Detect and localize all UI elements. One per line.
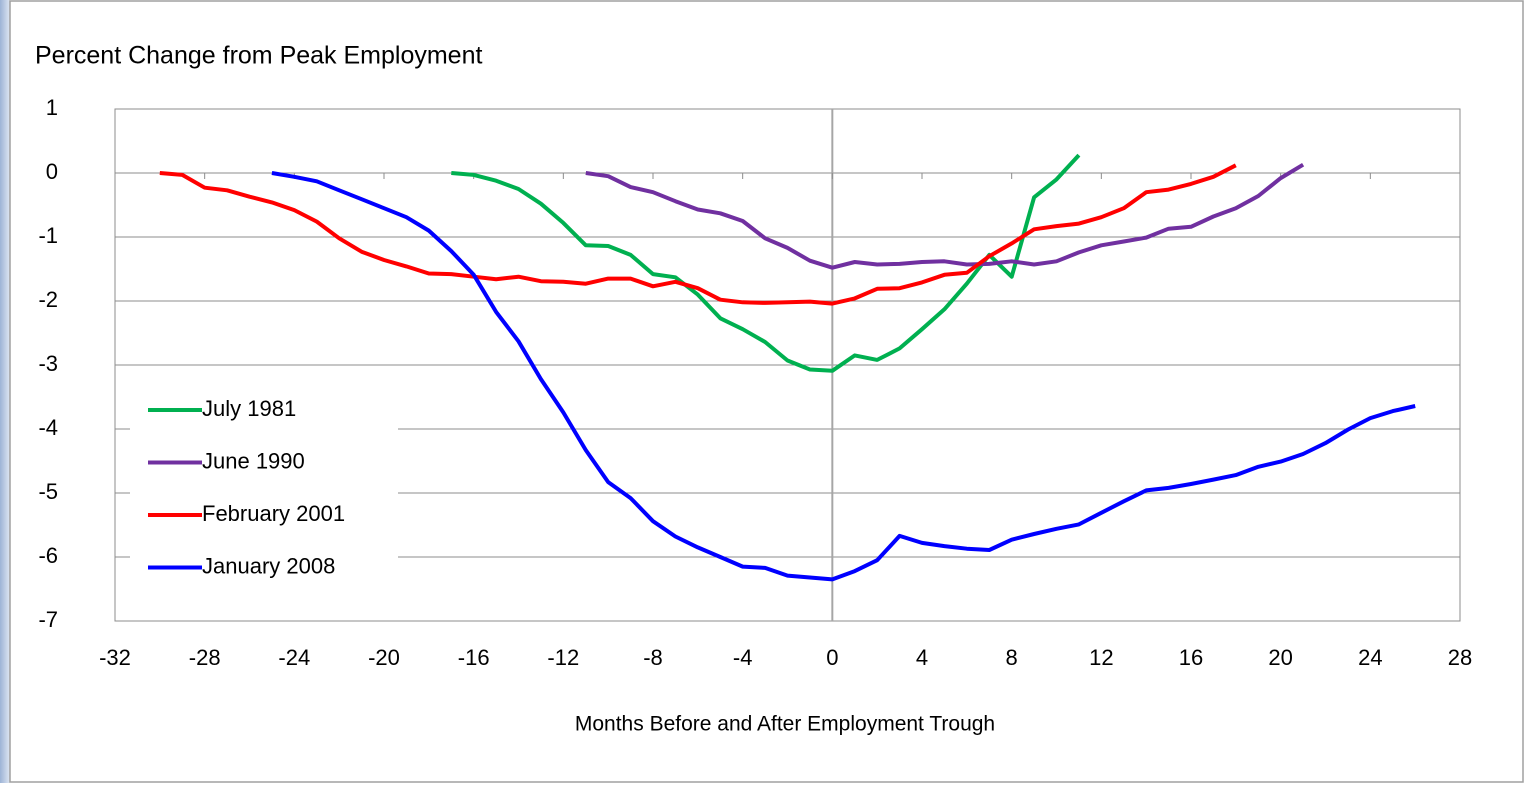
y-tick-label: -7 xyxy=(38,607,58,632)
x-tick-label: 24 xyxy=(1358,645,1382,670)
series-line xyxy=(159,163,1237,306)
x-tick-label: -4 xyxy=(733,645,753,670)
y-tick-label: -3 xyxy=(38,351,58,376)
chart-title: Percent Change from Peak Employment xyxy=(35,42,482,70)
series-line xyxy=(271,171,1416,582)
y-tick-label: -2 xyxy=(38,287,58,312)
x-tick-label: 8 xyxy=(1006,645,1018,670)
x-tick-label: -24 xyxy=(278,645,310,670)
x-tick-label: 16 xyxy=(1179,645,1203,670)
x-tick-label: -8 xyxy=(643,645,663,670)
x-tick-label: 4 xyxy=(916,645,928,670)
x-tick-label: 28 xyxy=(1448,645,1472,670)
y-tick-label: 1 xyxy=(46,95,58,120)
x-tick-label: -28 xyxy=(189,645,221,670)
legend-label: July 1981 xyxy=(202,396,296,421)
y-tick-label: -6 xyxy=(38,543,58,568)
x-tick-label: 20 xyxy=(1268,645,1292,670)
x-axis-label: Months Before and After Employment Troug… xyxy=(575,713,995,736)
y-tick-label: -5 xyxy=(38,479,58,504)
y-tick-label: -1 xyxy=(38,223,58,248)
x-tick-label: -20 xyxy=(368,645,400,670)
y-tick-label: -4 xyxy=(38,415,58,440)
legend-label: January 2008 xyxy=(202,553,335,578)
x-tick-label: -12 xyxy=(547,645,579,670)
series-line xyxy=(585,162,1305,270)
y-tick-label: 0 xyxy=(46,159,58,184)
x-tick-label: 12 xyxy=(1089,645,1113,670)
plot-border xyxy=(114,108,1461,622)
edge-strip xyxy=(0,0,10,783)
x-tick-label: -32 xyxy=(99,645,131,670)
legend-box xyxy=(130,390,398,590)
legend-label: June 1990 xyxy=(202,448,305,473)
series-line xyxy=(451,153,1081,373)
x-tick-label: 0 xyxy=(826,645,838,670)
x-tick-label: -16 xyxy=(458,645,490,670)
legend-label: February 2001 xyxy=(202,501,345,526)
